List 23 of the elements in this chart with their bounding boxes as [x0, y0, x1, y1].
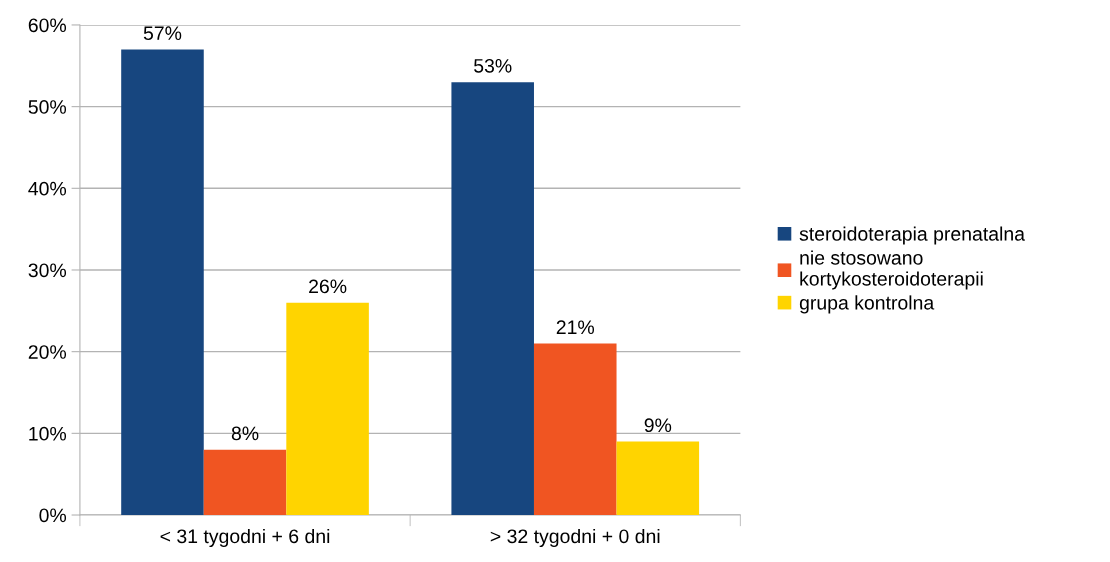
- y-tick-label: 50%: [28, 100, 67, 114]
- legend-label: steroidoterapia prenatalna: [799, 226, 1025, 245]
- legend-label: grupa kontrolna: [799, 295, 935, 314]
- bar: [121, 49, 204, 516]
- data-label: 8%: [231, 426, 259, 441]
- y-tick-label: 60%: [28, 18, 67, 33]
- data-label: 57%: [143, 26, 182, 41]
- data-label: 21%: [556, 320, 595, 335]
- x-tick-label: < 31 tygodni + 6 dni: [160, 528, 330, 548]
- bar: [616, 441, 700, 516]
- data-label: 9%: [644, 418, 672, 433]
- y-tick-label: 40%: [28, 181, 67, 196]
- bar: [533, 343, 617, 516]
- y-tick-label: 0%: [39, 508, 67, 523]
- y-tick-label: 20%: [28, 345, 67, 359]
- x-tick-label: > 32 tygodni + 0 dni: [490, 528, 660, 548]
- data-label: 53%: [474, 58, 512, 73]
- bar: [286, 302, 369, 516]
- bar: [451, 82, 534, 516]
- y-tick-label: 30%: [28, 263, 67, 278]
- y-tick-label: 10%: [29, 426, 67, 441]
- bar: [203, 449, 287, 516]
- data-label: 26%: [309, 279, 347, 294]
